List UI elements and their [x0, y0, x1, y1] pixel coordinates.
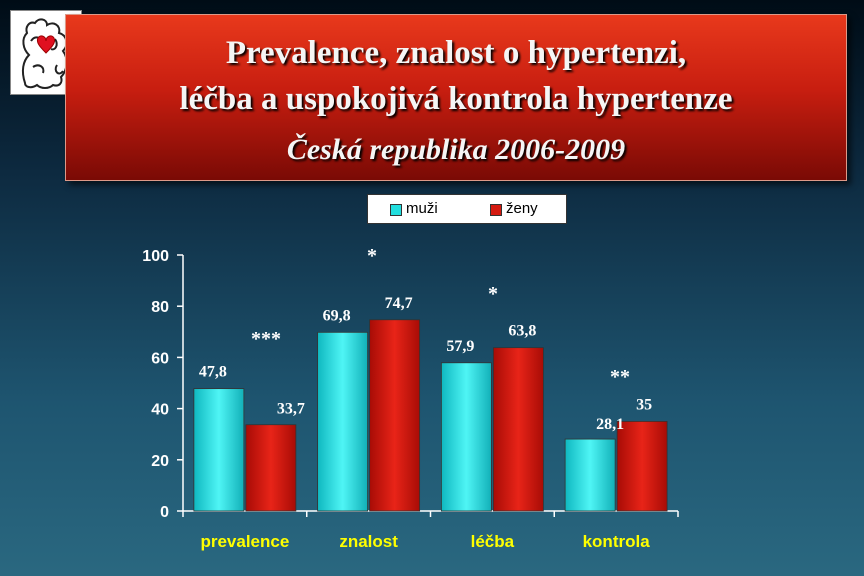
- bar-muzi: [564, 438, 616, 512]
- title-banner: Prevalence, znalost o hypertenzi, léčba …: [65, 14, 847, 181]
- y-tick-label: 60: [151, 350, 169, 367]
- x-category-label: prevalence: [200, 532, 289, 551]
- bar-muzi: [317, 331, 369, 512]
- y-tick-label: 0: [160, 504, 169, 521]
- x-category-label: léčba: [471, 532, 515, 551]
- data-label: 74,7: [385, 295, 413, 312]
- bar-zeny: [369, 319, 421, 512]
- legend-label-zeny: ženy: [506, 200, 538, 217]
- data-label: 28,1: [596, 416, 624, 433]
- y-tick-label: 20: [151, 453, 169, 470]
- title-line-1: Prevalence, znalost o hypertenzi,: [225, 35, 687, 71]
- data-label: 63,8: [508, 323, 536, 340]
- x-category-label: znalost: [339, 532, 398, 551]
- subtitle: Česká republika 2006-2009: [286, 133, 626, 166]
- legend-swatch-muzi: [390, 204, 402, 216]
- y-tick-label: 80: [151, 299, 169, 316]
- data-label: 47,8: [199, 364, 227, 381]
- bar-muzi: [440, 362, 492, 512]
- legend-swatch-zeny: [490, 204, 502, 216]
- czech-lion-heart-logo-icon: [21, 18, 68, 89]
- data-label: 69,8: [323, 307, 351, 324]
- y-tick-label: 40: [151, 402, 169, 419]
- x-category-label: kontrola: [583, 532, 651, 551]
- data-label: 57,9: [446, 338, 474, 355]
- significance-marker: ***: [251, 328, 281, 350]
- chart-legend: muži ženy: [367, 194, 567, 224]
- legend-label-muzi: muži: [406, 200, 438, 217]
- bar-zeny: [492, 347, 544, 512]
- significance-marker: *: [367, 245, 377, 267]
- data-label: 33,7: [277, 401, 305, 418]
- y-tick-label: 100: [142, 248, 169, 265]
- bar-zeny: [616, 420, 668, 512]
- bar-muzi: [193, 388, 245, 512]
- data-label: 35: [636, 396, 652, 413]
- title-line-2: léčba a uspokojivá kontrola hypertenze: [179, 81, 733, 117]
- bar-zeny: [245, 424, 297, 512]
- significance-marker: *: [488, 283, 498, 305]
- significance-marker: **: [610, 366, 630, 388]
